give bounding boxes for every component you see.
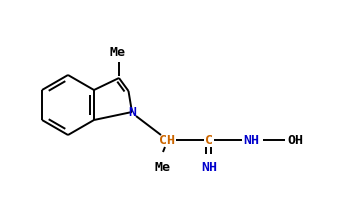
Text: N: N [128,105,136,118]
Text: Me: Me [110,46,126,59]
Text: OH: OH [287,134,303,147]
Text: NH: NH [201,161,217,174]
Text: C: C [205,134,213,147]
Text: CH: CH [159,134,175,147]
Text: Me: Me [155,161,171,174]
Text: NH: NH [243,134,259,147]
